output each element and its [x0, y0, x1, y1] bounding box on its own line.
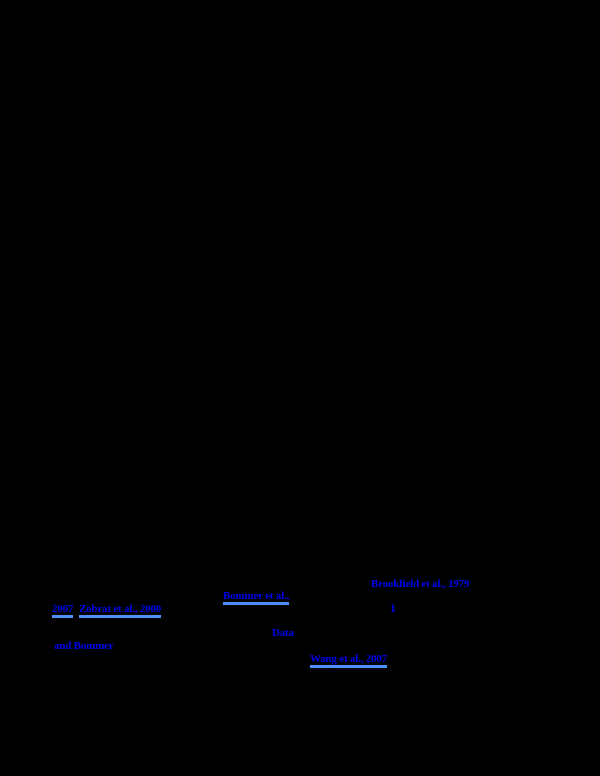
citation-link-bommer[interactable]: Bommer et al.,	[223, 590, 290, 605]
footnote-marker[interactable]: 1	[390, 601, 396, 615]
citation-link-year[interactable]: 2007	[52, 603, 74, 618]
citation-link-brookfield[interactable]: Brookfield et al., 1979	[371, 578, 470, 590]
citation-link-and-bommer[interactable]: and Bommer	[54, 640, 114, 652]
citation-link-wang[interactable]: Wang et al., 2007	[310, 653, 387, 668]
citation-link-zobrat[interactable]: Zobrat et al., 2000	[79, 603, 162, 618]
citation-link-data[interactable]: Data	[272, 627, 294, 639]
